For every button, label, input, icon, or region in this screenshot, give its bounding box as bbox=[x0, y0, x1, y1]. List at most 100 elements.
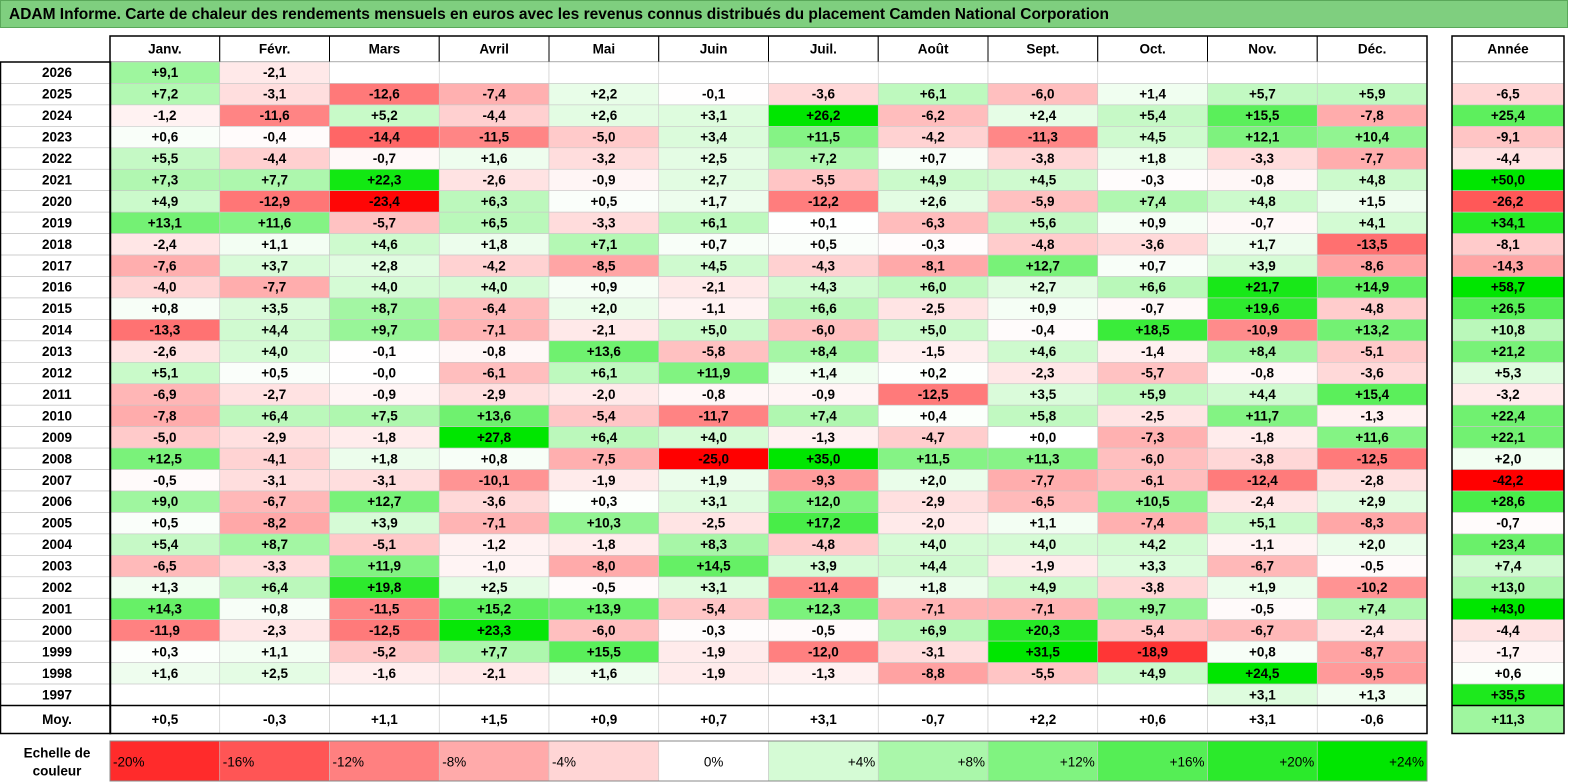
month-header-label: Mars bbox=[369, 42, 401, 57]
heatmap-cell-value: +0,1 bbox=[810, 215, 837, 230]
heatmap-cell-value: -0,1 bbox=[702, 87, 726, 102]
heatmap-cell-value: +1,3 bbox=[1359, 687, 1386, 702]
average-cell bbox=[1207, 705, 1318, 734]
annual-cell-value: +7,4 bbox=[1495, 559, 1522, 574]
heatmap-cell-value: -18,9 bbox=[1137, 644, 1168, 659]
heatmap-cell-value: -8,7 bbox=[1360, 644, 1383, 659]
average-cell-value: -0,6 bbox=[1360, 712, 1384, 727]
heatmap-cell-value: +2,9 bbox=[1359, 494, 1386, 509]
heatmap-cell-value: +3,5 bbox=[261, 301, 288, 316]
month-header-label: Avril bbox=[479, 42, 509, 57]
scale-swatch-label: +4% bbox=[848, 755, 875, 770]
heatmap-cell bbox=[548, 61, 660, 84]
heatmap-cell-value: -11,5 bbox=[479, 130, 510, 145]
annual-cell-value: +10,8 bbox=[1491, 323, 1526, 338]
heatmap-cell-value: -1,3 bbox=[812, 430, 836, 445]
average-cell-value: +0,5 bbox=[152, 712, 179, 727]
average-cell-value: -0,7 bbox=[921, 712, 944, 727]
heatmap-cell-value: -0,5 bbox=[153, 473, 177, 488]
heatmap-cell-value: +1,7 bbox=[1249, 237, 1276, 252]
heatmap-cell-value: +7,4 bbox=[1139, 194, 1166, 209]
scale-swatch-label: +12% bbox=[1060, 755, 1095, 770]
year-header-label: Année bbox=[1487, 42, 1529, 57]
month-header-label: Févr. bbox=[259, 42, 291, 57]
heatmap-cell-value: -1,2 bbox=[482, 537, 505, 552]
heatmap-cell-value: +4,9 bbox=[152, 194, 179, 209]
heatmap-cell-value: +2,7 bbox=[1030, 280, 1057, 295]
heatmap-cell-value: -12,6 bbox=[369, 87, 400, 102]
heatmap-cell-value: -2,5 bbox=[921, 301, 945, 316]
heatmap-cell-value: -3,1 bbox=[373, 473, 397, 488]
row-year-label: 2012 bbox=[42, 366, 72, 381]
heatmap-cell-value: -25,0 bbox=[698, 451, 729, 466]
heatmap-cell-value: -3,3 bbox=[592, 215, 616, 230]
month-header-label: Juil. bbox=[810, 42, 837, 57]
heatmap-cell-value: -3,1 bbox=[263, 473, 287, 488]
heatmap-cell-value: +1,4 bbox=[1139, 87, 1166, 102]
annual-cell-value: +22,1 bbox=[1491, 430, 1526, 445]
month-header-label: Nov. bbox=[1248, 42, 1276, 57]
heatmap-cell bbox=[329, 683, 440, 706]
month-header-cell bbox=[1097, 35, 1208, 63]
heatmap-cell-value: +9,7 bbox=[1139, 601, 1166, 616]
annual-cell-value: +5,3 bbox=[1495, 366, 1522, 381]
heatmap-cell-value: -13,3 bbox=[149, 323, 180, 338]
heatmap-cell-value: -2,9 bbox=[482, 387, 505, 402]
heatmap-cell-value: -0,5 bbox=[1360, 559, 1384, 574]
heatmap-cell-value: -6,3 bbox=[921, 215, 945, 230]
heatmap-cell-value: +10,3 bbox=[587, 516, 622, 531]
heatmap-cell bbox=[219, 683, 330, 706]
heatmap-cell-value: -6,0 bbox=[812, 323, 835, 338]
heatmap-cell-value: -4,8 bbox=[1360, 301, 1384, 316]
heatmap-cell-value: +3,1 bbox=[700, 108, 727, 123]
heatmap-cell-value: -4,4 bbox=[263, 151, 287, 166]
annual-cell-value: -0,7 bbox=[1496, 516, 1519, 531]
heatmap-cell-value: +18,5 bbox=[1136, 323, 1171, 338]
heatmap-cell-value: +19,6 bbox=[1245, 301, 1280, 316]
heatmap-cell-value: -1,1 bbox=[702, 301, 726, 316]
scale-border bbox=[109, 740, 1428, 782]
heatmap-cell-value: +4,4 bbox=[1249, 387, 1276, 402]
month-header-label: Juin bbox=[700, 42, 728, 57]
heatmap-cell-value: -11,3 bbox=[1028, 130, 1059, 145]
heatmap-cell-value: -4,1 bbox=[263, 451, 287, 466]
heatmap-cell-value: -7,7 bbox=[263, 280, 286, 295]
heatmap-cell-value: -5,4 bbox=[1141, 623, 1165, 638]
heatmap-cell-value: -6,5 bbox=[153, 559, 177, 574]
heatmap-cell-value: +4,5 bbox=[700, 258, 727, 273]
average-cell bbox=[438, 705, 550, 734]
heatmap-cell bbox=[329, 61, 440, 84]
heatmap-cell-value: +4,2 bbox=[1139, 537, 1166, 552]
annual-cell-value: +43,0 bbox=[1491, 601, 1525, 616]
heatmap-cell-value: +5,8 bbox=[1030, 408, 1057, 423]
heatmap-cell-value: -5,0 bbox=[592, 130, 615, 145]
heatmap-cell-value: -5,4 bbox=[592, 408, 616, 423]
heatmap-cell-value: +12,7 bbox=[367, 494, 401, 509]
annual-column-border bbox=[1451, 35, 1565, 735]
heatmap-cell-value: -1,8 bbox=[1251, 430, 1275, 445]
heatmap-cell-value: -1,8 bbox=[592, 537, 616, 552]
heatmap-cell-value: -3,8 bbox=[1031, 151, 1055, 166]
heatmap-cell-value: +7,7 bbox=[261, 172, 288, 187]
heatmap-cell-value: +7,5 bbox=[371, 408, 398, 423]
scale-label-line2: couleur bbox=[33, 764, 83, 779]
heatmap-cell-value: -7,4 bbox=[1141, 516, 1165, 531]
heatmap-cell-value: +12,7 bbox=[1026, 258, 1060, 273]
scale-swatch-label: -8% bbox=[442, 755, 466, 770]
month-header-cell bbox=[1207, 35, 1318, 63]
heatmap-cell-value: -2,4 bbox=[1251, 494, 1275, 509]
annual-cell-value: +22,4 bbox=[1491, 408, 1526, 423]
annual-cell-value: +34,1 bbox=[1491, 215, 1526, 230]
average-cell bbox=[877, 705, 989, 734]
heatmap-cell-value: +4,9 bbox=[920, 172, 947, 187]
heatmap-cell-value: -10,2 bbox=[1357, 580, 1388, 595]
heatmap-cell-value: +8,4 bbox=[810, 344, 837, 359]
month-header-label: Août bbox=[918, 42, 949, 57]
heatmap-cell-value: -2,0 bbox=[592, 387, 615, 402]
heatmap-cell-value: -2,3 bbox=[263, 623, 287, 638]
heatmap-cell-value: +7,4 bbox=[1359, 601, 1386, 616]
heatmap-cell-value: +8,3 bbox=[700, 537, 727, 552]
row-year-label: 2025 bbox=[42, 87, 73, 102]
month-header-label: Déc. bbox=[1358, 42, 1387, 57]
heatmap-cell-value: +5,6 bbox=[1030, 215, 1057, 230]
